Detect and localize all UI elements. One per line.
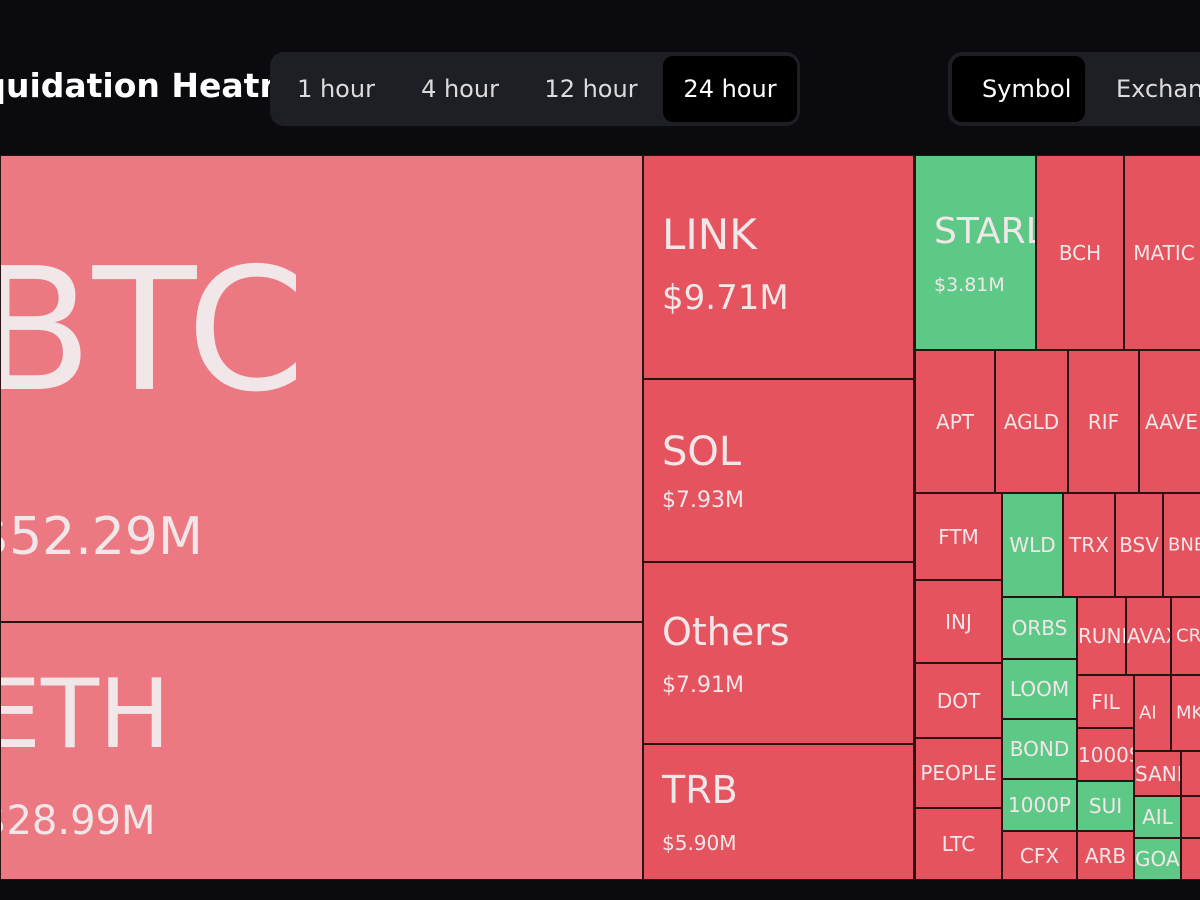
treemap-tile[interactable]: RUNE [1077,597,1126,675]
treemap-tile[interactable]: TRB $5.90M [643,744,914,880]
treemap-tile[interactable]: LOOM [1002,659,1077,719]
treemap-tile[interactable]: BTC $52.29M [0,155,643,622]
tile-symbol: ARB [1084,843,1127,868]
treemap-tile[interactable]: TRX [1063,493,1115,597]
tile-symbol: ETH [1,660,171,770]
tile-symbol: BNB [1168,534,1200,556]
tile-value: $7.93M [662,488,744,513]
tile-symbol: DOT [936,688,981,713]
grouping-tabs: Symbol Exchange [948,52,1200,126]
treemap-tile[interactable]: SAND [1134,751,1181,796]
period-tab[interactable]: 12 hour [544,75,638,103]
tile-symbol: RIF [1087,409,1120,434]
treemap-tile[interactable]: AGLD [995,350,1068,493]
treemap-tile[interactable]: APT [915,350,995,493]
tile-value: $52.29M [1,507,203,567]
tile-symbol: BSV [1119,533,1159,557]
treemap-tile[interactable]: 1000SATS [1077,728,1134,781]
period-tabs: 1 hour 4 hour 12 hour 24 hour [270,52,800,126]
treemap-tile[interactable]: RIF [1068,350,1139,493]
tile-value: $5.90M [662,831,737,855]
tile-symbol: TRX [1069,533,1109,557]
tile-symbol: LOOM [1009,677,1070,701]
tile-symbol: GOAL [1135,847,1180,871]
treemap-tile[interactable]: 1000P [1002,779,1077,831]
tile-symbol: SAND [1135,761,1180,786]
tile-symbol: STARL [934,211,1036,252]
treemap-tile[interactable]: SUI [1077,781,1134,831]
period-tab[interactable]: 24 hour [663,56,797,122]
tile-symbol: FTM [938,524,979,549]
treemap-tile [1181,796,1200,838]
tile-symbol: CFX [1019,843,1060,868]
tile-symbol: AGLD [1003,409,1060,434]
tile-symbol: AAVE [1145,409,1198,434]
tile-value: $7.91M [662,673,744,698]
treemap-tile[interactable]: WLD [1002,493,1063,597]
treemap-tile[interactable]: Others $7.91M [643,562,914,744]
treemap-tile[interactable]: SOL $7.93M [643,379,914,562]
tile-symbol: CRV [1176,625,1200,647]
treemap-tile[interactable]: AAVE [1139,350,1200,493]
tile-symbol: BTC [0,232,306,430]
grouping-tab[interactable]: Symbol [952,56,1085,122]
tile-value: $9.71M [662,278,789,318]
treemap-tile[interactable]: CRV [1171,597,1200,675]
tile-symbol: PEOPLE [920,761,997,785]
treemap-tile[interactable]: BSV [1115,493,1163,597]
treemap-tile[interactable]: PEOPLE [915,738,1002,808]
tile-symbol: AVAX [1127,624,1170,648]
treemap-tile[interactable]: BCH [1036,155,1124,350]
tile-symbol: WLD [1009,533,1056,557]
treemap-tile[interactable]: ORBS [1002,597,1077,659]
tile-symbol: 1000P [1008,793,1071,817]
treemap-tile[interactable]: ETH $28.99M [0,622,643,880]
treemap-tile[interactable]: ARB [1077,831,1134,880]
treemap-tile[interactable]: MATIC [1124,155,1200,350]
tile-symbol: MATIC [1133,240,1195,265]
period-tab[interactable]: 4 hour [421,75,499,103]
treemap-tile [1181,751,1200,796]
treemap-tile[interactable]: AI [1134,675,1171,751]
treemap-tile[interactable]: STARL $3.81M [915,155,1036,350]
treemap-tile[interactable]: GOAL [1134,838,1181,880]
tile-symbol: FIL [1091,689,1120,714]
treemap-tile[interactable]: BOND [1002,719,1077,779]
treemap-tile[interactable]: LTC [915,808,1002,880]
tile-value: $28.99M [1,798,156,844]
treemap-tile[interactable]: AIL [1134,796,1181,838]
tile-symbol: RUNE [1078,624,1125,648]
period-tab[interactable]: 1 hour [297,75,375,103]
treemap-tile[interactable]: DOT [915,663,1002,738]
treemap-tile[interactable]: CFX [1002,831,1077,880]
tile-symbol: LTC [941,832,976,856]
treemap-tile [1181,838,1200,880]
tile-symbol: ORBS [1011,616,1068,640]
tile-symbol: MKR [1176,702,1200,724]
treemap-tile[interactable]: INJ [915,580,1002,663]
tile-symbol: 1000SATS [1078,742,1133,767]
treemap-tile[interactable]: BNB [1163,493,1200,597]
treemap-tile[interactable]: LINK $9.71M [643,155,914,379]
tile-symbol: Others [662,610,790,654]
treemap-tile[interactable]: AVAX [1126,597,1171,675]
treemap-tile[interactable]: FIL [1077,675,1134,728]
tile-symbol: BCH [1058,240,1102,265]
tile-symbol: BOND [1009,737,1070,761]
tile-symbol: INJ [945,609,972,634]
tile-symbol: SUI [1088,794,1123,818]
treemap: BTC $52.29M ETH $28.99M LINK $9.71M SOL $7.93M O… [0,155,1200,880]
treemap-tile[interactable]: MKR [1171,675,1200,751]
tile-symbol: AI [1139,702,1157,724]
grouping-tab[interactable]: Exchange [1116,75,1200,103]
tile-symbol: AIL [1142,805,1173,829]
tile-value: $3.81M [934,274,1005,296]
tile-symbol: SOL [662,429,742,475]
tile-symbol: LINK [662,210,757,259]
treemap-tile[interactable]: FTM [915,493,1002,580]
tile-symbol: APT [936,409,974,434]
tile-symbol: TRB [662,768,738,812]
